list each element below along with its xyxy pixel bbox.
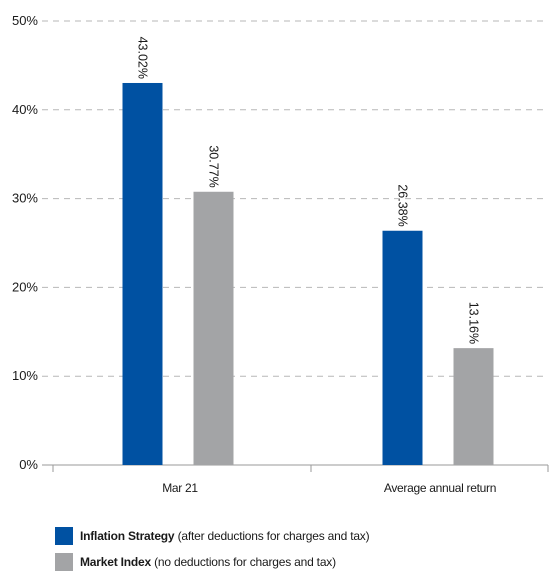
legend-note-inflation-strategy: (after deductions for charges and tax) — [177, 529, 370, 543]
data-label: 26.38% — [396, 184, 410, 226]
x-tick-label: Average annual return — [384, 481, 496, 495]
legend-note-market-index: (no deductions for charges and tax) — [154, 555, 336, 569]
x-tick-label: Mar 21 — [162, 481, 198, 495]
y-tick-label: 10% — [12, 368, 38, 383]
y-tick-label: 20% — [12, 279, 38, 294]
legend-item-inflation-strategy: Inflation Strategy (after deductions for… — [55, 526, 550, 546]
legend-swatch-market-index — [55, 553, 73, 571]
bar — [453, 348, 494, 465]
bar — [382, 230, 423, 465]
bar — [193, 191, 234, 466]
legend-label-market-index: Market Index — [80, 555, 151, 569]
y-tick-label: 40% — [12, 102, 38, 117]
y-tick-label: 0% — [19, 457, 38, 472]
legend-swatch-inflation-strategy — [55, 527, 73, 545]
y-tick-label: 30% — [12, 191, 38, 206]
legend-label-inflation-strategy: Inflation Strategy — [80, 529, 175, 543]
legend: Inflation Strategy (after deductions for… — [55, 526, 550, 578]
y-tick-label: 50% — [12, 13, 38, 28]
data-label: 13.16% — [467, 302, 481, 344]
bar — [122, 82, 163, 466]
data-label: 30.77% — [207, 145, 221, 187]
data-label: 43.02% — [136, 37, 150, 79]
legend-item-market-index: Market Index (no deductions for charges … — [55, 552, 550, 572]
